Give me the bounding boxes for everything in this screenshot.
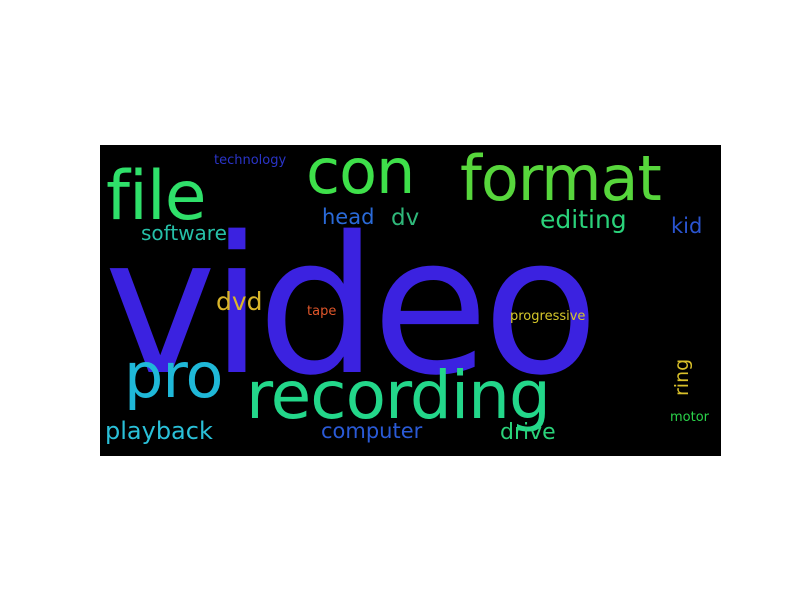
word-dv: dv [391, 205, 420, 231]
word-dvd: dvd [216, 287, 263, 316]
word-technology: technology [214, 153, 287, 168]
word-video: video [104, 196, 599, 417]
word-format: format [460, 145, 662, 215]
word-tape: tape [307, 304, 337, 319]
word-motor: motor [670, 410, 710, 425]
word-progressive: progressive [510, 309, 586, 324]
word-recording: recording [246, 357, 551, 434]
word-cloud-canvas: video file con format technology head dv… [100, 145, 721, 456]
word-ring: ring [671, 358, 693, 396]
word-software: software [141, 221, 227, 245]
word-head: head [322, 205, 375, 229]
word-editing: editing [540, 205, 627, 234]
word-pro: pro [124, 339, 223, 412]
word-playback: playback [105, 417, 213, 445]
word-drive: drive [500, 420, 556, 445]
word-con: con [306, 145, 415, 208]
word-kid: kid [671, 214, 703, 238]
word-file: file [106, 157, 207, 236]
word-computer: computer [321, 419, 423, 443]
